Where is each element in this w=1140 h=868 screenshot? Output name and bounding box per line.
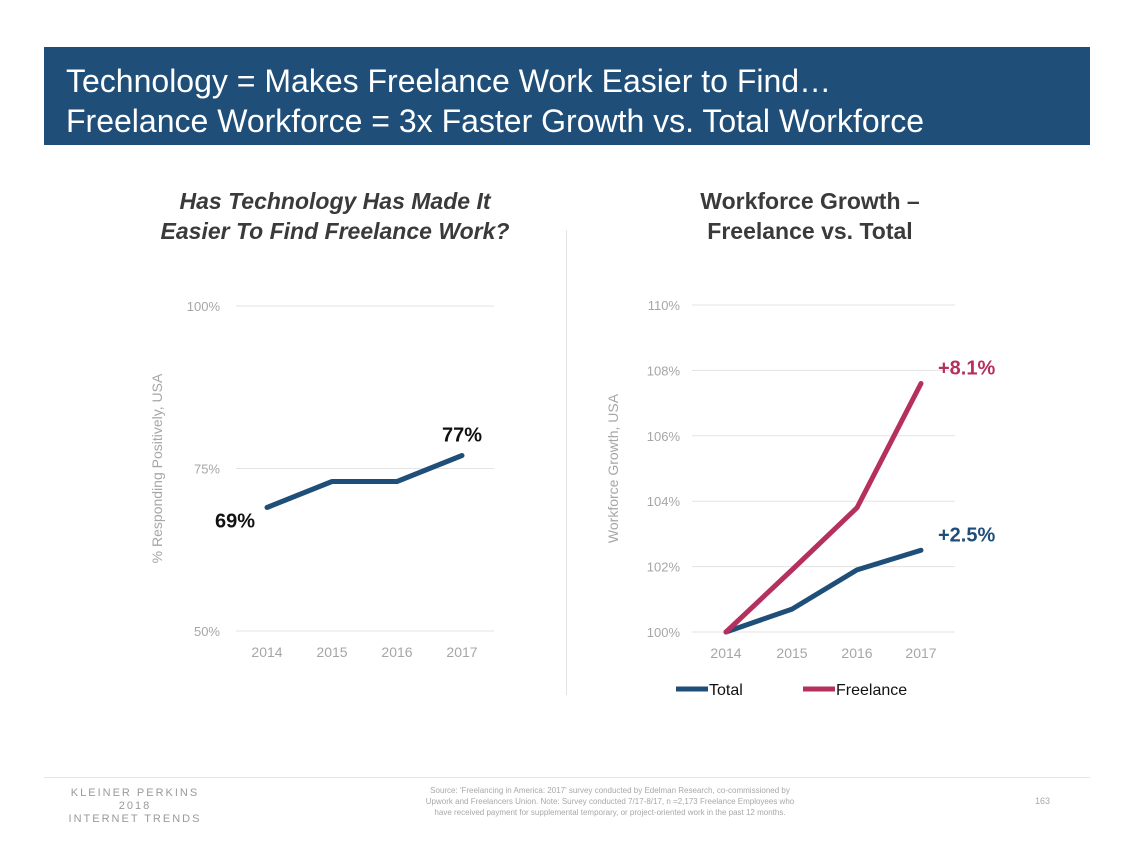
chart0-y-tick-label: 75% <box>194 462 220 477</box>
right-chart-title-line-2: Freelance vs. Total <box>707 218 913 244</box>
source-line-1: Source: 'Freelancing in America: 2017' s… <box>430 786 790 795</box>
chart1-y-tick-label: 104% <box>647 494 681 509</box>
chart0-series-line-main <box>264 453 465 510</box>
chart1-series-line-freelance <box>723 380 924 635</box>
brand-line-1: KLEINER PERKINS <box>70 787 200 799</box>
left-chart-title-line-1: Has Technology Has Made It <box>179 188 491 214</box>
chart1-y-tick-label: 102% <box>647 560 681 575</box>
source-note: Source: 'Freelancing in America: 2017' s… <box>360 785 860 818</box>
chart0-y-tick-label: 50% <box>194 624 220 639</box>
left-chart-title: Has Technology Has Made It Easier To Fin… <box>110 186 560 246</box>
chart1-y-axis-label: Workforce Growth, USA <box>605 393 621 543</box>
chart0-x-tick-label: 2015 <box>316 644 347 660</box>
chart1-x-tick-label: 2017 <box>905 645 936 661</box>
left-chart-title-line-2: Easier To Find Freelance Work? <box>160 218 510 244</box>
chart0-data-label: 69% <box>215 511 255 533</box>
legend-label-freelance: Freelance <box>836 682 907 699</box>
page-number: 163 <box>1035 796 1051 806</box>
chart0-x-tick-label: 2017 <box>446 644 477 660</box>
brand-line-2: 2018 <box>118 800 152 812</box>
chart0-data-label: 77% <box>442 425 482 447</box>
brand-line-3: INTERNET TRENDS <box>68 813 202 825</box>
chart1-y-tick-label: 100% <box>647 625 681 640</box>
chart0-x-tick-label: 2014 <box>251 644 282 660</box>
brand-logo: KLEINER PERKINS 2018 INTERNET TRENDS <box>60 787 210 826</box>
footer-divider <box>44 777 1090 778</box>
chart-divider <box>566 230 567 695</box>
title-line-2: Freelance Workforce = 3x Faster Growth v… <box>66 103 925 139</box>
chart0-x-tick-label: 2016 <box>381 644 412 660</box>
chart1-x-tick-label: 2014 <box>710 645 741 661</box>
title-line-1: Technology = Makes Freelance Work Easier… <box>66 63 832 99</box>
chart1-series-line-total <box>723 547 924 635</box>
chart1-y-tick-label: 106% <box>647 429 681 444</box>
chart1-end-label-freelance: +8.1% <box>938 357 995 379</box>
chart1-x-tick-label: 2015 <box>776 645 807 661</box>
right-chart-title: Workforce Growth – Freelance vs. Total <box>585 186 1035 246</box>
chart0-y-axis-label: % Responding Positively, USA <box>149 373 165 563</box>
right-chart-title-line-1: Workforce Growth – <box>700 188 920 214</box>
chart1-y-tick-label: 110% <box>648 298 681 313</box>
chart0-y-tick-label: 100% <box>187 299 221 314</box>
source-line-3: have received payment for supplemental t… <box>434 808 786 817</box>
source-line-2: Upwork and Freelancers Union. Note: Surv… <box>425 797 795 806</box>
chart1-x-tick-label: 2016 <box>841 645 872 661</box>
chart1-y-tick-label: 108% <box>647 363 681 378</box>
title-banner: Technology = Makes Freelance Work Easier… <box>44 47 1090 145</box>
legend-label-total: Total <box>709 682 743 699</box>
chart1-end-label-total: +2.5% <box>938 524 995 546</box>
